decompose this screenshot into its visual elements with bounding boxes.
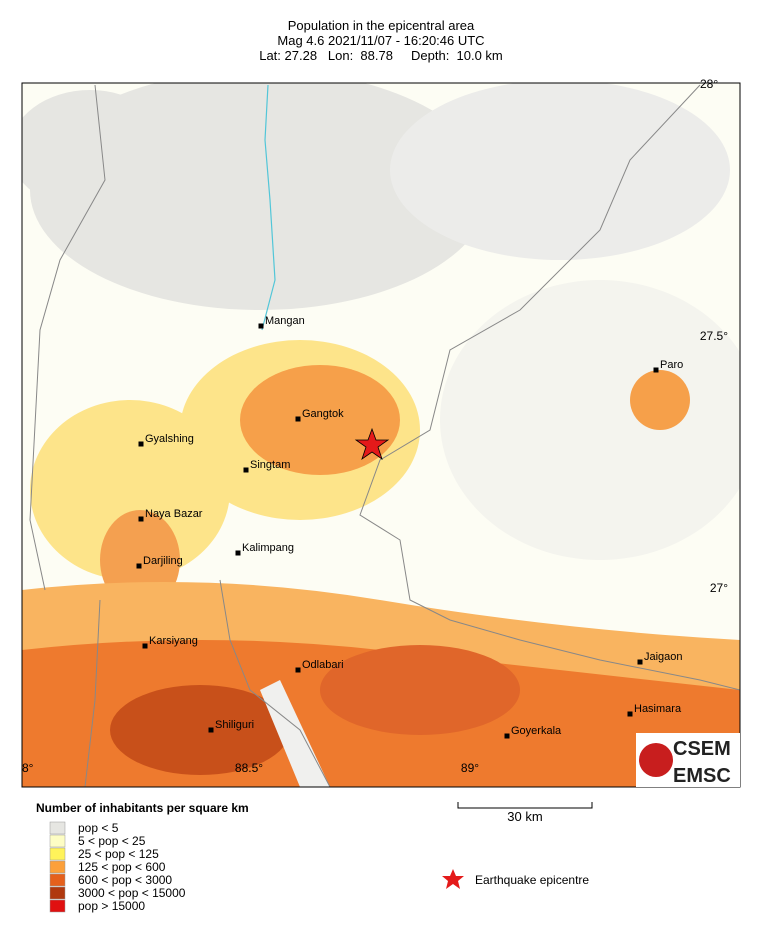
place-label: Mangan — [265, 315, 305, 327]
coordinate-label: 8° — [22, 761, 34, 775]
place-label: Singtam — [250, 459, 290, 471]
legend-label: pop < 5 — [78, 821, 119, 835]
coordinate-label: 88.5° — [235, 761, 263, 775]
legend-swatch — [49, 834, 66, 848]
title: Population in the epicentral area — [288, 18, 475, 33]
place-marker — [138, 441, 144, 447]
place-label: Goyerkala — [511, 725, 562, 737]
legend-swatch — [49, 860, 66, 874]
place-label: Hasimara — [634, 703, 682, 715]
place-marker — [136, 563, 142, 569]
map-area — [22, 83, 740, 787]
place-label: Darjiling — [143, 555, 183, 567]
logo-bottom: EMSC — [673, 765, 731, 787]
place-label: Gyalshing — [145, 433, 194, 445]
place-marker — [295, 416, 301, 422]
epicentre-label: Earthquake epicentre — [475, 873, 589, 887]
logo-top: CSEM — [673, 738, 731, 760]
place-marker — [653, 367, 659, 373]
place-label: Paro — [660, 359, 683, 371]
coordinate-label: 28° — [700, 77, 718, 91]
coordinate-label: 89° — [461, 761, 479, 775]
place-marker — [295, 667, 301, 673]
place-marker — [258, 323, 264, 329]
legend-swatch — [49, 847, 66, 861]
legend-swatch — [49, 873, 66, 887]
legend-label: 3000 < pop < 15000 — [78, 886, 186, 900]
place-label: Shiliguri — [215, 719, 254, 731]
legend-label: 125 < pop < 600 — [78, 860, 166, 874]
logo: CSEM EMSC — [636, 733, 740, 787]
legend-title: Number of inhabitants per square km — [36, 801, 249, 815]
legend-label: pop > 15000 — [78, 899, 145, 913]
scale-bar: 30 km — [457, 802, 593, 824]
place-marker — [142, 643, 148, 649]
legend-label: 600 < pop < 3000 — [78, 873, 172, 887]
legend-epicentre — [442, 869, 464, 889]
scale-label: 30 km — [507, 809, 542, 824]
map-frame — [21, 82, 741, 788]
place-marker — [627, 711, 633, 717]
place-label: Naya Bazar — [145, 508, 203, 520]
legend-label: 5 < pop < 25 — [78, 834, 146, 848]
legend-swatch — [49, 821, 66, 835]
event-location: Lat: 27.28 Lon: 88.78 Depth: 10.0 km — [259, 48, 503, 63]
place-label: Kalimpang — [242, 542, 294, 554]
place-label: Jaigaon — [644, 651, 683, 663]
place-marker — [504, 733, 510, 739]
place-marker — [138, 516, 144, 522]
place-marker — [208, 727, 214, 733]
legend-swatch — [49, 899, 66, 913]
legend-swatch — [49, 886, 66, 900]
event-info: Mag 4.6 2021/11/07 - 16:20:46 UTC — [277, 33, 484, 48]
place-marker — [637, 659, 643, 665]
coordinate-label: 27° — [710, 581, 728, 595]
place-marker — [235, 550, 241, 556]
epicentre-marker — [354, 427, 390, 461]
place-marker — [243, 467, 249, 473]
place-label: Odlabari — [302, 659, 344, 671]
place-label: Karsiyang — [149, 635, 198, 647]
legend-label: 25 < pop < 125 — [78, 847, 159, 861]
place-label: Gangtok — [302, 408, 344, 420]
coordinate-label: 27.5° — [700, 329, 728, 343]
